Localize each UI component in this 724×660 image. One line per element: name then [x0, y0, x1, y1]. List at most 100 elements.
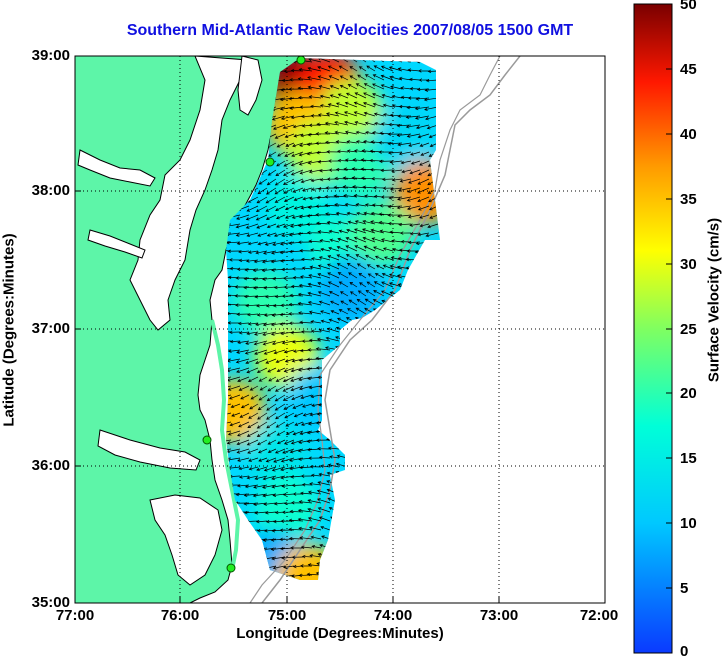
velocity-vector-arrow — [335, 211, 349, 216]
isobath-line-2 — [249, 56, 501, 603]
velocity-vector-arrow — [337, 237, 349, 243]
velocity-vector-arrow — [293, 196, 304, 201]
velocity-vector-arrow — [298, 500, 313, 504]
velocity-vector-arrow — [276, 367, 286, 373]
velocity-vector-arrow — [410, 160, 421, 165]
velocity-vector-arrow — [253, 340, 268, 346]
velocity-vector-arrow — [317, 447, 331, 451]
velocity-vector-arrow — [307, 301, 322, 306]
velocity-vector-arrow — [236, 367, 250, 373]
velocity-vector-arrow — [325, 336, 340, 342]
velocity-vector-arrow — [236, 349, 250, 354]
velocity-vector-arrow — [308, 274, 322, 279]
velocity-vector-arrow — [229, 339, 241, 344]
velocity-vector-arrow — [410, 151, 421, 156]
velocity-vector-arrow — [356, 263, 367, 270]
velocity-vector-arrow — [408, 178, 421, 184]
velocity-vector-arrow — [246, 205, 259, 212]
velocity-vector-arrow — [238, 421, 250, 428]
velocity-vector-arrow — [239, 475, 250, 479]
velocity-vector-arrow — [337, 149, 349, 154]
velocity-vector-arrow — [382, 247, 394, 252]
velocity-vector-arrow — [335, 140, 349, 144]
velocity-vector-arrow — [257, 412, 268, 420]
velocity-vector-arrow — [226, 430, 232, 435]
velocity-vector-arrow — [425, 115, 439, 121]
velocity-vector-arrow — [301, 554, 313, 559]
velocity-vector-arrow — [339, 84, 349, 90]
velocity-vector-arrow — [329, 238, 340, 243]
velocity-vector-arrow — [308, 526, 322, 531]
velocity-vector-arrow — [326, 220, 340, 225]
velocity-vector-arrow — [267, 439, 277, 445]
velocity-vector-arrow — [388, 196, 403, 200]
radar-station-marker — [226, 563, 236, 573]
velocity-vector-arrow — [336, 263, 349, 270]
velocity-vector-arrow — [309, 553, 322, 558]
velocity-vector-arrow — [328, 290, 340, 297]
velocity-vector-arrow — [336, 254, 349, 261]
velocity-vector-arrow — [362, 185, 376, 189]
velocity-vector-arrow — [247, 312, 259, 317]
velocity-vector-arrow — [372, 102, 385, 108]
velocity-vector-arrow — [327, 446, 340, 450]
velocity-vector-arrow — [363, 111, 376, 117]
velocity-vector-arrow — [361, 228, 376, 234]
velocity-vector-arrow — [307, 291, 322, 297]
velocity-vector-arrow — [343, 193, 358, 198]
velocity-vector-arrow — [256, 466, 268, 472]
velocity-vector-arrow — [266, 232, 277, 237]
velocity-vector-arrow — [397, 214, 412, 218]
velocity-vector-arrow — [424, 106, 439, 111]
velocity-vector-arrow — [256, 196, 268, 204]
velocity-vector-arrow — [344, 202, 358, 207]
velocity-vector-arrow — [337, 220, 349, 225]
velocity-vector-arrow — [325, 112, 340, 117]
velocity-vector-arrow — [330, 300, 340, 306]
velocity-vector-arrow — [292, 124, 304, 129]
velocity-vector-arrow — [290, 169, 304, 176]
velocity-vector-arrow — [254, 295, 268, 299]
velocity-vector-arrow — [226, 385, 232, 391]
velocity-vector-arrow — [292, 403, 304, 409]
velocity-vector-arrow — [238, 321, 250, 326]
velocity-vector-arrow — [328, 229, 340, 234]
velocity-vector-arrow — [407, 187, 421, 193]
velocity-vector-arrow — [382, 103, 394, 108]
velocity-vector-arrow — [302, 412, 313, 417]
velocity-vector-arrow — [355, 307, 367, 315]
velocity-vector-arrow — [317, 291, 331, 297]
velocity-vector-arrow — [237, 457, 250, 462]
velocity-vector-arrow — [288, 536, 304, 541]
velocity-vector-arrow — [345, 254, 358, 261]
velocity-vector-arrow — [320, 319, 331, 324]
velocity-vector-arrow — [354, 245, 367, 252]
velocity-vector-arrow — [238, 250, 250, 254]
velocity-vector-arrow — [336, 245, 349, 252]
velocity-vector-arrow — [292, 430, 304, 436]
velocity-vector-arrow — [345, 237, 358, 243]
velocity-vector-arrow — [347, 308, 358, 315]
velocity-vector-arrow — [226, 367, 232, 372]
velocity-vector-arrow — [299, 385, 313, 391]
velocity-vector-arrow — [329, 85, 340, 90]
chesapeake-bay — [129, 56, 249, 331]
velocity-vector-arrow — [275, 376, 286, 382]
velocity-vector-arrow — [272, 124, 286, 130]
velocity-vector-arrow — [255, 322, 268, 327]
velocity-vector-arrow — [243, 294, 259, 299]
velocity-vector-arrow — [281, 510, 295, 514]
velocity-vector-arrow — [280, 303, 295, 308]
velocity-vector-arrow — [346, 228, 358, 234]
velocity-vector-arrow — [279, 537, 295, 542]
velocity-vector-arrow — [307, 499, 322, 504]
velocity-vector-arrow — [234, 285, 250, 289]
velocity-vector-arrow — [310, 329, 322, 333]
velocity-vector-arrow — [375, 264, 385, 270]
velocity-vector-arrow — [253, 502, 268, 506]
velocity-vector-arrow — [273, 232, 286, 238]
velocity-vector-arrow — [294, 421, 304, 426]
velocity-vector-arrow — [355, 254, 367, 261]
velocity-vector-arrow — [316, 489, 331, 495]
velocity-vector-arrow — [281, 340, 295, 345]
